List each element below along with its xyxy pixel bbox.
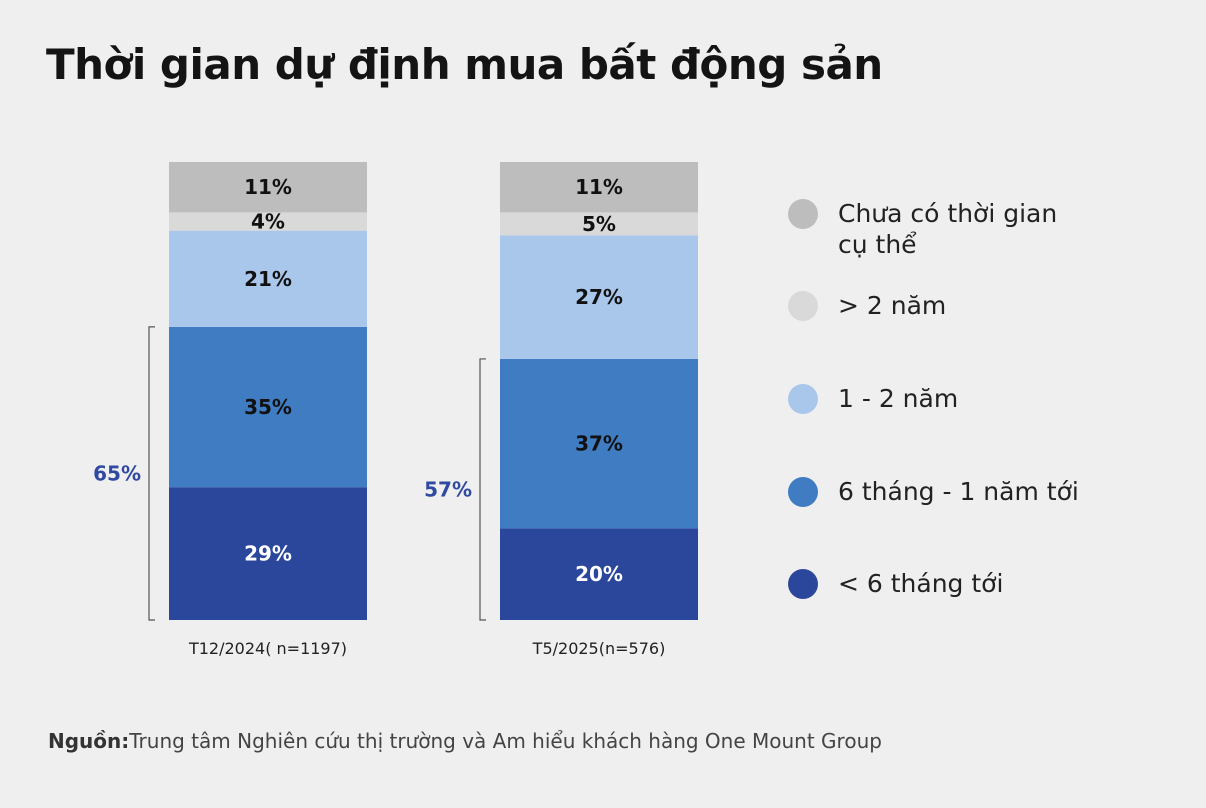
legend-label: Chưa có thời gian cụ thể xyxy=(838,199,1058,259)
bar-segment xyxy=(169,230,367,327)
source-label: Nguồn: xyxy=(48,729,130,753)
bar-segment xyxy=(500,212,698,236)
bar-segment xyxy=(500,235,698,359)
bar-segment xyxy=(169,326,367,488)
bar-segment xyxy=(500,162,698,213)
legend-swatch-icon xyxy=(788,199,818,229)
legend-label: < 6 tháng tới xyxy=(838,569,1004,598)
bar-segment xyxy=(500,358,698,529)
legend-label: 1 - 2 năm xyxy=(838,384,959,413)
data-label: 21% xyxy=(244,267,292,291)
legend-label: > 2 năm xyxy=(838,291,947,320)
bar-segment xyxy=(169,487,367,620)
bar-segment xyxy=(500,528,698,620)
legend-swatch-icon xyxy=(788,384,818,414)
bar-segment xyxy=(169,212,367,231)
bracket-label: 65% xyxy=(93,461,141,485)
legend-swatch-icon xyxy=(788,569,818,599)
legend-swatch-icon xyxy=(788,291,818,321)
source-text: Trung tâm Nghiên cứu thị trường và Am hi… xyxy=(129,729,882,753)
bar-segment xyxy=(169,162,367,213)
bracket xyxy=(479,358,486,621)
source-note: Nguồn:Trung tâm Nghiên cứu thị trường và… xyxy=(48,729,882,753)
legend-label: 6 tháng - 1 năm tới xyxy=(838,477,1079,506)
data-label: 5% xyxy=(582,212,616,236)
legend-swatch-icon xyxy=(788,477,818,507)
category-label: T12/2024( n=1197) xyxy=(188,639,347,658)
data-label: 11% xyxy=(244,175,292,199)
bracket xyxy=(148,326,155,621)
data-label: 11% xyxy=(575,175,623,199)
data-label: 27% xyxy=(575,285,623,309)
data-label: 37% xyxy=(575,432,623,456)
data-label: 20% xyxy=(575,562,623,586)
data-label: 4% xyxy=(251,210,285,234)
chart-title: Thời gian dự định mua bất động sản xyxy=(46,40,883,89)
data-label: 29% xyxy=(244,542,292,566)
bracket-label: 57% xyxy=(424,477,472,501)
category-label: T5/2025(n=576) xyxy=(532,639,666,658)
data-label: 35% xyxy=(244,395,292,419)
